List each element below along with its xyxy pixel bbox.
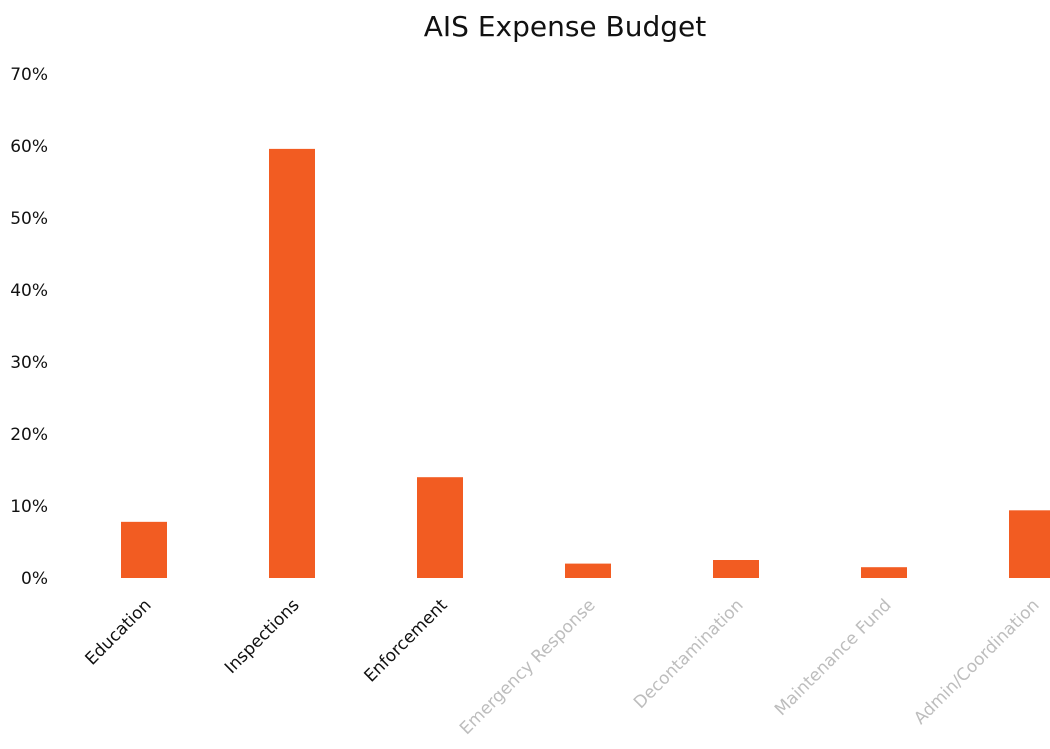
bar	[861, 567, 907, 578]
bar	[1009, 510, 1050, 578]
chart-title: AIS Expense Budget	[423, 10, 707, 43]
x-tick-label: Enforcement	[360, 595, 451, 686]
y-tick-label: 30%	[10, 353, 48, 373]
x-tick-label: Education	[82, 595, 156, 669]
y-tick-label: 70%	[10, 65, 48, 85]
x-tick-label: Inspections	[221, 595, 304, 678]
y-tick-label: 50%	[10, 209, 48, 229]
x-tick-label: Admin/Coordination	[910, 595, 1043, 728]
y-tick-label: 20%	[10, 425, 48, 445]
y-tick-label: 10%	[10, 497, 48, 517]
bar	[417, 477, 463, 578]
bar	[121, 521, 167, 578]
y-tick-label: 0%	[21, 569, 48, 589]
y-tick-label: 60%	[10, 137, 48, 157]
bar	[269, 148, 315, 578]
x-tick-label: Decontamination	[630, 595, 748, 713]
x-tick-label: Maintenance Fund	[771, 595, 896, 720]
y-tick-label: 40%	[10, 281, 48, 301]
x-tick-label: Emergency Response	[456, 595, 599, 738]
bar	[565, 563, 611, 578]
bar	[713, 560, 759, 578]
